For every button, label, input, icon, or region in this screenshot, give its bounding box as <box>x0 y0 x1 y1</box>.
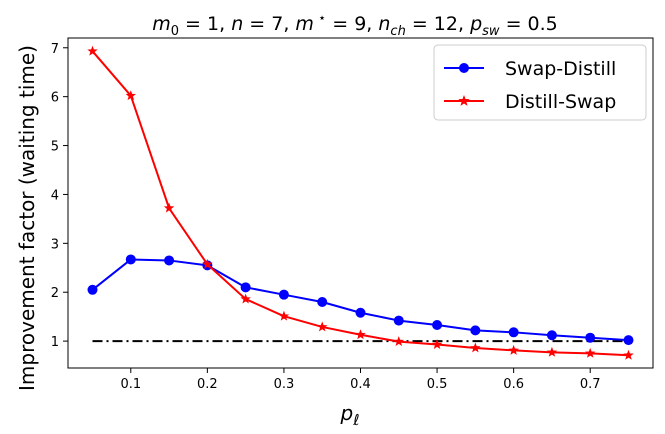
y-tick-label: 7 <box>51 42 59 57</box>
y-tick-label: 3 <box>51 237 59 252</box>
data-point-swap-distill <box>355 307 366 318</box>
x-axis-label: pℓ <box>340 401 360 429</box>
legend-distill-swap-label: Distill-Swap <box>505 91 616 113</box>
data-point-distill-swap <box>316 321 328 332</box>
x-tick-label: 0.6 <box>503 377 524 392</box>
data-point-swap-distill <box>432 319 443 330</box>
chart-title: m0 = 1, n = 7, m ⋆ = 9, nch = 12, psw = … <box>152 11 558 39</box>
data-point-distill-swap <box>546 346 558 357</box>
data-point-swap-distill <box>87 284 98 295</box>
data-point-distill-swap <box>240 293 251 304</box>
plot-frame <box>67 37 654 369</box>
legend-swap-distill-label: Swap-Distill <box>505 58 616 80</box>
y-axis-label: Improvement factor (waiting time) <box>15 45 39 391</box>
x-tick-label: 0.5 <box>427 377 448 392</box>
data-point-swap-distill <box>470 325 481 336</box>
data-point-distill-swap <box>202 258 213 269</box>
legend-swap-distill-marker <box>459 63 469 73</box>
data-point-swap-distill <box>240 282 251 293</box>
x-tick-label: 0.1 <box>120 377 141 392</box>
data-point-distill-swap <box>393 336 405 347</box>
data-point-swap-distill <box>508 327 519 338</box>
data-point-swap-distill <box>164 255 175 266</box>
data-point-swap-distill <box>317 297 328 307</box>
data-point-distill-swap <box>508 344 519 355</box>
legend-distill-swap-marker <box>458 95 470 106</box>
y-tick-label: 5 <box>51 140 59 155</box>
data-point-swap-distill <box>278 289 289 300</box>
data-point-swap-distill <box>125 254 136 265</box>
x-tick-label: 0.2 <box>197 377 218 392</box>
y-tick-label: 1 <box>51 335 59 350</box>
data-point-distill-swap <box>470 342 481 353</box>
plot-area: 0.1 0.2 0.3 0.4 0.5 0.6 0.7 1 2 3 4 5 6 7 <box>51 42 634 392</box>
data-point-distill-swap <box>431 339 443 349</box>
data-point-distill-swap <box>623 349 634 360</box>
data-point-distill-swap <box>87 45 98 56</box>
data-point-swap-distill <box>393 315 404 326</box>
legend-box <box>433 44 647 121</box>
data-point-distill-swap <box>584 347 596 358</box>
x-tick-label: 0.7 <box>580 377 601 392</box>
data-point-distill-swap <box>278 310 290 321</box>
y-tick-label: 4 <box>51 188 59 203</box>
data-point-swap-distill <box>585 332 596 343</box>
x-tick-label: 0.3 <box>274 377 295 392</box>
data-point-swap-distill <box>623 335 634 346</box>
data-point-distill-swap <box>125 90 137 101</box>
data-point-distill-swap <box>355 329 366 340</box>
data-point-distill-swap <box>163 202 175 213</box>
y-tick-label: 2 <box>51 286 59 301</box>
data-point-swap-distill <box>546 330 557 341</box>
legend: Swap-Distill Distill-Swap <box>433 44 647 121</box>
x-tick-label: 0.4 <box>350 377 371 392</box>
y-tick-label: 6 <box>51 91 59 106</box>
